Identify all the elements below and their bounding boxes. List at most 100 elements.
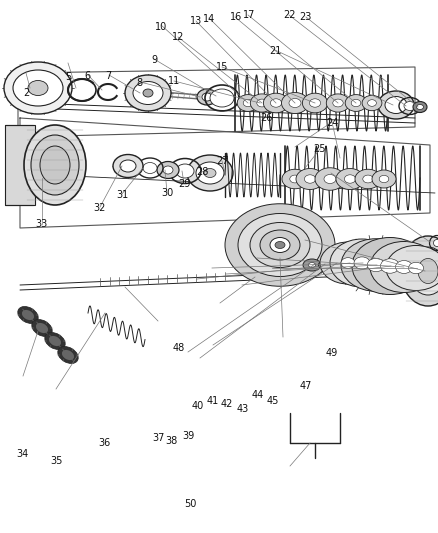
Text: 42: 42 — [221, 399, 233, 409]
Ellipse shape — [36, 323, 48, 333]
Ellipse shape — [62, 350, 74, 360]
Ellipse shape — [345, 94, 367, 111]
Text: 40: 40 — [192, 401, 204, 411]
Ellipse shape — [326, 94, 350, 112]
Ellipse shape — [308, 263, 316, 268]
Ellipse shape — [362, 95, 382, 111]
Ellipse shape — [367, 259, 385, 272]
Ellipse shape — [270, 238, 290, 253]
Ellipse shape — [22, 310, 34, 320]
Ellipse shape — [40, 146, 70, 184]
Ellipse shape — [363, 175, 373, 183]
Ellipse shape — [260, 230, 300, 260]
Text: 30: 30 — [161, 188, 173, 198]
Text: 34: 34 — [17, 449, 29, 459]
Text: 47: 47 — [300, 382, 312, 391]
Ellipse shape — [243, 99, 253, 107]
Ellipse shape — [210, 89, 234, 107]
Text: 31: 31 — [117, 190, 129, 199]
Ellipse shape — [163, 166, 173, 174]
Ellipse shape — [315, 168, 345, 190]
Ellipse shape — [379, 175, 389, 183]
Ellipse shape — [372, 170, 396, 188]
Text: 9: 9 — [151, 55, 157, 64]
Text: 50: 50 — [184, 499, 197, 508]
Ellipse shape — [125, 75, 171, 111]
Ellipse shape — [290, 175, 300, 183]
Ellipse shape — [282, 93, 308, 114]
Ellipse shape — [157, 161, 179, 179]
Text: 2: 2 — [23, 88, 29, 98]
Ellipse shape — [289, 99, 301, 108]
Ellipse shape — [381, 259, 399, 273]
Ellipse shape — [143, 89, 153, 97]
Text: 14: 14 — [203, 14, 215, 23]
Text: 21: 21 — [269, 46, 281, 55]
Text: 36: 36 — [98, 439, 110, 448]
Ellipse shape — [133, 82, 163, 104]
Text: 15: 15 — [216, 62, 229, 71]
Ellipse shape — [330, 239, 394, 287]
Text: 6: 6 — [85, 71, 91, 80]
Ellipse shape — [58, 346, 78, 364]
Ellipse shape — [336, 168, 364, 190]
Ellipse shape — [120, 160, 136, 172]
Ellipse shape — [378, 91, 414, 119]
Ellipse shape — [196, 162, 224, 184]
Bar — [5, 125, 35, 205]
Ellipse shape — [238, 214, 322, 277]
Text: 38: 38 — [166, 437, 178, 446]
Ellipse shape — [187, 155, 233, 191]
Ellipse shape — [344, 175, 356, 183]
Ellipse shape — [263, 93, 289, 113]
Ellipse shape — [296, 168, 324, 190]
Ellipse shape — [318, 260, 333, 270]
Ellipse shape — [282, 169, 308, 189]
Ellipse shape — [320, 242, 376, 284]
Ellipse shape — [257, 99, 267, 107]
Ellipse shape — [275, 241, 285, 248]
Ellipse shape — [351, 99, 361, 107]
Ellipse shape — [309, 99, 321, 107]
Ellipse shape — [400, 236, 438, 306]
Text: 48: 48 — [173, 343, 185, 352]
Ellipse shape — [143, 163, 157, 174]
Ellipse shape — [250, 222, 310, 268]
Ellipse shape — [303, 259, 321, 271]
Text: 32: 32 — [94, 203, 106, 213]
Ellipse shape — [367, 100, 376, 106]
Ellipse shape — [176, 164, 194, 178]
Ellipse shape — [202, 93, 212, 101]
Ellipse shape — [324, 174, 336, 183]
Ellipse shape — [270, 99, 282, 107]
Text: 35: 35 — [50, 456, 62, 466]
Ellipse shape — [417, 104, 424, 109]
Text: 17: 17 — [243, 10, 255, 20]
Text: 13: 13 — [190, 17, 202, 26]
Ellipse shape — [385, 96, 407, 114]
Text: 28: 28 — [196, 167, 208, 176]
Ellipse shape — [225, 204, 335, 286]
Ellipse shape — [113, 155, 143, 177]
Text: 24: 24 — [327, 118, 339, 127]
Ellipse shape — [333, 99, 343, 107]
Text: 29: 29 — [178, 179, 190, 189]
Ellipse shape — [370, 241, 438, 293]
Ellipse shape — [354, 257, 370, 269]
Ellipse shape — [404, 101, 416, 110]
Ellipse shape — [304, 175, 316, 183]
Text: 5: 5 — [65, 72, 71, 82]
Text: 16: 16 — [230, 12, 242, 22]
Text: 45: 45 — [266, 396, 279, 406]
Text: 43: 43 — [237, 405, 249, 414]
Text: 49: 49 — [326, 348, 338, 358]
Ellipse shape — [4, 62, 72, 114]
Ellipse shape — [28, 80, 48, 95]
Ellipse shape — [13, 70, 63, 106]
Text: 8: 8 — [136, 78, 142, 87]
Ellipse shape — [331, 261, 345, 270]
Ellipse shape — [396, 261, 413, 273]
Text: 22: 22 — [283, 10, 295, 20]
Ellipse shape — [336, 263, 341, 267]
Text: 7: 7 — [106, 71, 112, 80]
